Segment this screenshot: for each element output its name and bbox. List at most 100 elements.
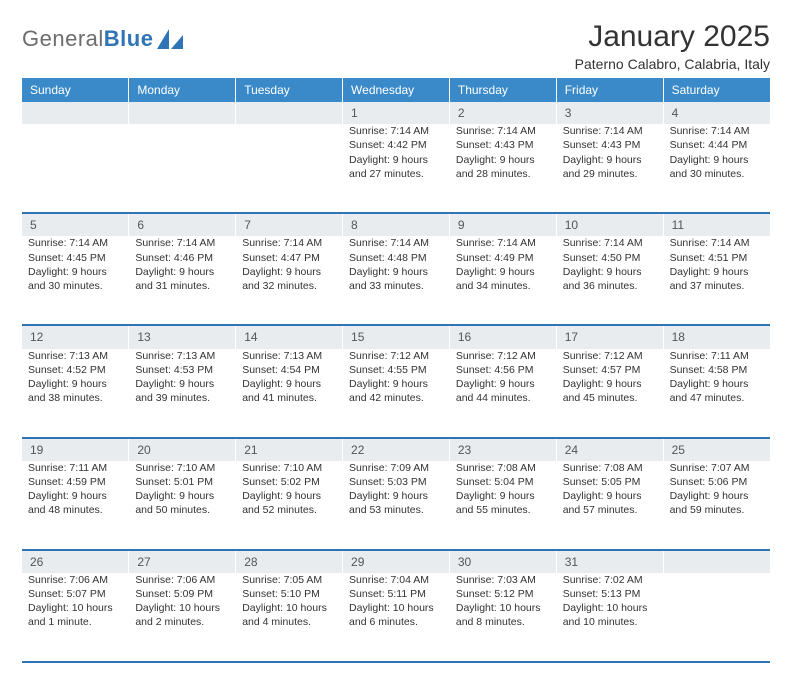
sunrise-text: Sunrise: 7:12 AM [563,349,657,363]
daylight-text: Daylight: 9 hours and 34 minutes. [456,265,550,293]
day-number: 26 [22,551,129,573]
sunrise-text: Sunrise: 7:14 AM [349,124,443,138]
sunset-text: Sunset: 4:52 PM [28,363,122,377]
day-cell: Sunrise: 7:08 AMSunset: 5:05 PMDaylight:… [556,461,663,549]
day-number: 4 [663,102,770,124]
day-cell: Sunrise: 7:03 AMSunset: 5:12 PMDaylight:… [449,573,556,661]
sunset-text: Sunset: 4:57 PM [563,363,657,377]
daynum-row: 262728293031 [22,551,770,573]
daylight-text: Daylight: 9 hours and 55 minutes. [456,489,550,517]
day-number: 1 [343,102,450,124]
weekday-header: Sunday [22,78,129,102]
weekday-header: Thursday [449,78,556,102]
sunset-text: Sunset: 4:51 PM [670,251,764,265]
title-block: January 2025 Paterno Calabro, Calabria, … [575,20,770,72]
day-number: 12 [22,326,129,348]
day-cell: Sunrise: 7:06 AMSunset: 5:07 PMDaylight:… [22,573,129,661]
daynum-row: 19202122232425 [22,439,770,461]
day-number: 2 [449,102,556,124]
day-cell: Sunrise: 7:14 AMSunset: 4:50 PMDaylight:… [556,236,663,324]
sunset-text: Sunset: 4:48 PM [349,251,443,265]
sunset-text: Sunset: 5:10 PM [242,587,336,601]
day-number: 19 [22,439,129,461]
day-number: 23 [449,439,556,461]
week-divider [22,661,770,663]
sunset-text: Sunset: 4:43 PM [563,138,657,152]
weekday-header-row: Sunday Monday Tuesday Wednesday Thursday… [22,78,770,102]
brand-logo: GeneralBlue [22,20,183,52]
week-row: Sunrise: 7:13 AMSunset: 4:52 PMDaylight:… [22,349,770,437]
sunset-text: Sunset: 4:49 PM [456,251,550,265]
day-number [236,102,343,124]
day-number: 21 [236,439,343,461]
day-number: 16 [449,326,556,348]
day-number: 6 [129,214,236,236]
day-number: 31 [556,551,663,573]
week-row: Sunrise: 7:14 AMSunset: 4:42 PM Daylight:… [22,124,770,212]
day-cell: Sunrise: 7:12 AMSunset: 4:57 PMDaylight:… [556,349,663,437]
page-title: January 2025 [575,20,770,54]
topbar: GeneralBlue January 2025 Paterno Calabro… [22,20,770,72]
calendar-table: Sunday Monday Tuesday Wednesday Thursday… [22,78,770,663]
daylight-text: Daylight: 9 hours and 41 minutes. [242,377,336,405]
daylight-text: Daylight: 9 hours and 48 minutes. [28,489,122,517]
sunset-text: Sunset: 5:01 PM [135,475,229,489]
day-number: 10 [556,214,663,236]
sunset-text: Sunset: 4:58 PM [670,363,764,377]
sunrise-text: Sunrise: 7:13 AM [135,349,229,363]
week-row: Sunrise: 7:11 AMSunset: 4:59 PMDaylight:… [22,461,770,549]
weekday-header: Friday [556,78,663,102]
day-cell: Sunrise: 7:14 AMSunset: 4:43 PMDaylight:… [449,124,556,212]
calendar-page: GeneralBlue January 2025 Paterno Calabro… [0,0,792,683]
day-number: 15 [343,326,450,348]
brand-text: GeneralBlue [22,26,153,52]
day-number: 30 [449,551,556,573]
day-number: 20 [129,439,236,461]
sunrise-text: Sunrise: 7:12 AM [456,349,550,363]
day-number: 29 [343,551,450,573]
daylight-text: Daylight: 9 hours and 30 minutes. [28,265,122,293]
sunrise-text: Sunrise: 7:08 AM [563,461,657,475]
day-cell [129,124,236,212]
day-cell: Sunrise: 7:14 AMSunset: 4:47 PMDaylight:… [236,236,343,324]
sunrise-text: Sunrise: 7:10 AM [135,461,229,475]
daylight-text: Daylight: 9 hours and 57 minutes. [563,489,657,517]
day-number: 3 [556,102,663,124]
daylight-text: Daylight: 9 hours and 29 minutes. [563,153,657,181]
sunrise-text: Sunrise: 7:04 AM [349,573,443,587]
day-number: 13 [129,326,236,348]
sunrise-text: Sunrise: 7:14 AM [670,236,764,250]
daylight-text: Daylight: 9 hours and 47 minutes. [670,377,764,405]
sunrise-text: Sunrise: 7:09 AM [349,461,443,475]
day-number: 8 [343,214,450,236]
sunrise-text: Sunrise: 7:02 AM [563,573,657,587]
day-cell [236,124,343,212]
sunrise-text: Sunrise: 7:11 AM [28,461,122,475]
daylight-text: Daylight: 9 hours and 59 minutes. [670,489,764,517]
day-number [22,102,129,124]
sunset-text: Sunset: 5:04 PM [456,475,550,489]
day-number: 5 [22,214,129,236]
day-number [129,102,236,124]
daynum-row: 12131415161718 [22,326,770,348]
daylight-text: Daylight: 9 hours and 32 minutes. [242,265,336,293]
daylight-text: Daylight: 9 hours and 36 minutes. [563,265,657,293]
week-row: Sunrise: 7:14 AMSunset: 4:45 PMDaylight:… [22,236,770,324]
daylight-text: Daylight: 9 hours and 31 minutes. [135,265,229,293]
weekday-header: Monday [129,78,236,102]
sunset-text: Sunset: 4:42 PM [349,138,443,152]
sunset-text: Sunset: 4:55 PM [349,363,443,377]
sunset-text: Sunset: 4:56 PM [456,363,550,377]
day-cell: Sunrise: 7:14 AMSunset: 4:42 PMDaylight:… [343,124,450,212]
day-number: 14 [236,326,343,348]
sunrise-text: Sunrise: 7:07 AM [670,461,764,475]
day-number: 27 [129,551,236,573]
day-cell: Sunrise: 7:12 AMSunset: 4:56 PMDaylight:… [449,349,556,437]
sunrise-text: Sunrise: 7:13 AM [28,349,122,363]
sail-icon [157,29,183,49]
week-row: Sunrise: 7:06 AMSunset: 5:07 PMDaylight:… [22,573,770,661]
sunset-text: Sunset: 5:09 PM [135,587,229,601]
day-number: 24 [556,439,663,461]
day-cell: Sunrise: 7:05 AMSunset: 5:10 PMDaylight:… [236,573,343,661]
sunrise-text: Sunrise: 7:12 AM [349,349,443,363]
